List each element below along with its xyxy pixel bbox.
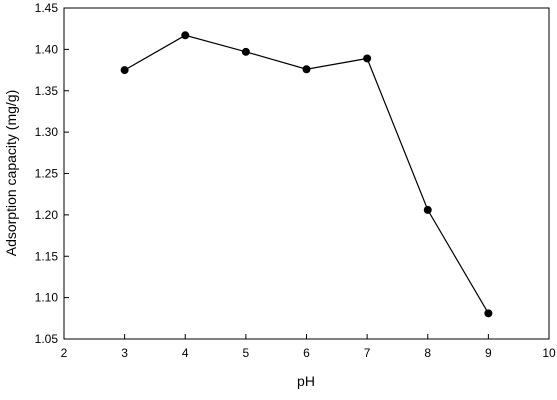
y-tick-label: 1.20 — [35, 208, 59, 222]
series-line — [124, 34, 489, 314]
data-point — [363, 54, 372, 63]
x-tick-label: 8 — [424, 346, 431, 360]
y-tick-label: 1.15 — [35, 249, 59, 263]
x-tick-label: 10 — [542, 346, 556, 360]
x-tick-label: 4 — [182, 346, 189, 360]
y-tick-label: 1.40 — [35, 42, 59, 56]
x-tick-label: 3 — [121, 346, 128, 360]
data-point — [181, 31, 190, 40]
data-point — [120, 66, 129, 75]
x-axis-label: pH — [297, 373, 315, 389]
y-tick-label: 1.45 — [35, 1, 59, 15]
x-tick-label: 6 — [303, 346, 310, 360]
y-tick-label: 1.25 — [35, 167, 59, 181]
y-tick-label: 1.35 — [35, 84, 59, 98]
x-tick-label: 7 — [364, 346, 371, 360]
plot-frame — [63, 7, 550, 340]
data-point — [484, 309, 493, 318]
data-point — [241, 47, 250, 56]
data-point — [423, 205, 432, 214]
y-tick-label: 1.10 — [35, 291, 59, 305]
data-point — [302, 65, 311, 74]
x-tick-label: 9 — [485, 346, 492, 360]
x-tick-label: 5 — [243, 346, 250, 360]
x-tick-label: 2 — [61, 346, 68, 360]
y-tick-label: 1.05 — [35, 332, 59, 346]
y-axis-label: Adsorption capacity (mg/g) — [3, 90, 19, 257]
y-tick-label: 1.30 — [35, 125, 59, 139]
